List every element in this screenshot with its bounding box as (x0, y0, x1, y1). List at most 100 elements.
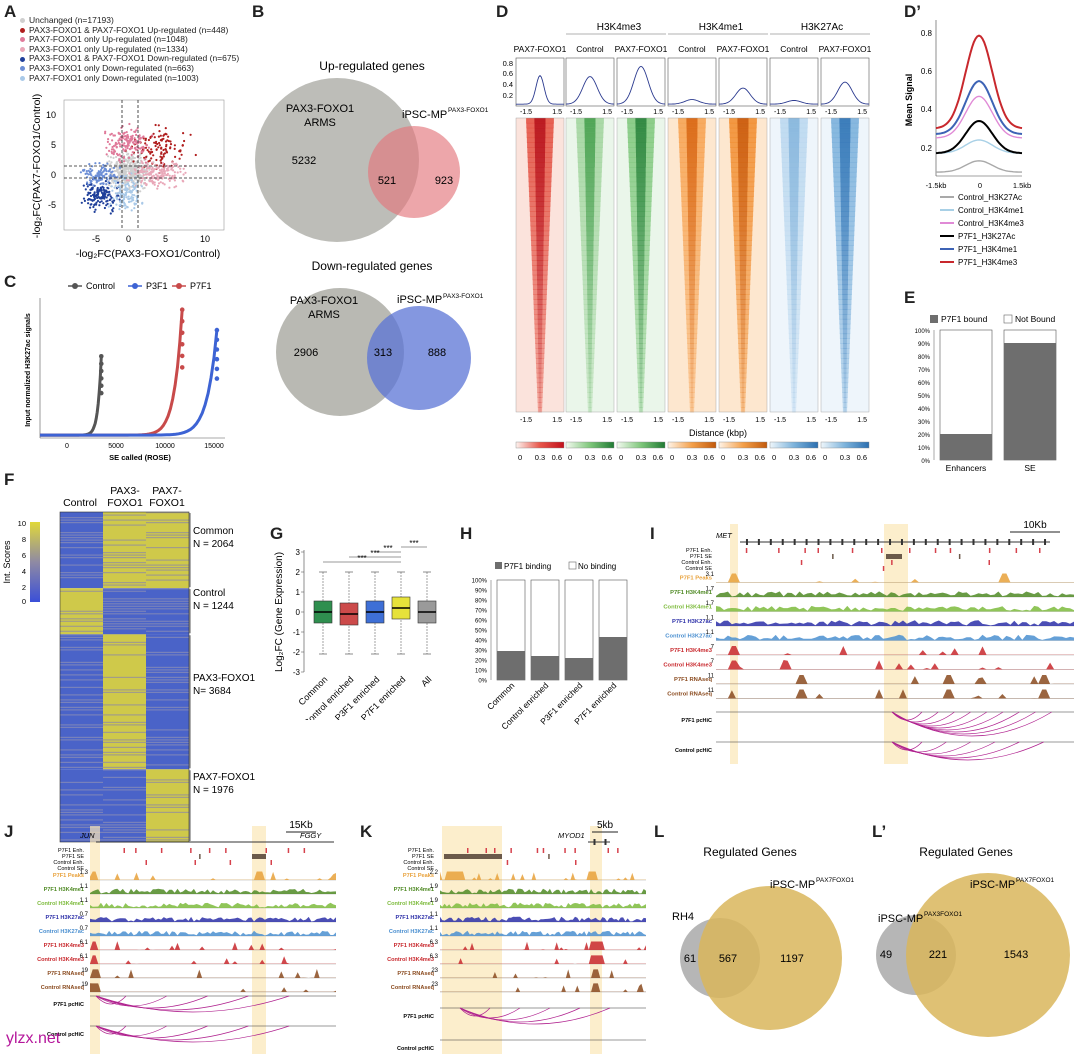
a-scatter-point (110, 185, 113, 188)
d-scale-tick-2: 0.6 (653, 453, 663, 462)
d-heat-core (792, 333, 797, 339)
f-heat-noise (60, 714, 103, 716)
dp-series-curve (935, 95, 1023, 139)
a-legend-text: PAX3-FOXO1 only Up-regulated (n=1334) (29, 43, 188, 54)
a-scatter-point (109, 156, 112, 159)
d-heat-core (741, 363, 745, 369)
panel-d-heatmaps: H3K4me3 H3K4me1 H3K27Ac PAX7-FOXO1-1.5 1.… (503, 22, 872, 462)
a-scatter-point (159, 155, 162, 158)
legend-dot-icon (20, 47, 25, 53)
a-scatter-point (141, 166, 144, 169)
d-heat-core (538, 377, 542, 384)
d-heat-core (742, 407, 744, 413)
d-heat-row (688, 377, 696, 384)
d-heat-core (843, 392, 847, 398)
c-xlabel: SE called (ROSE) (109, 453, 171, 462)
d-heat-core (841, 250, 849, 256)
d-heat-core (690, 338, 694, 344)
f-heat-noise (60, 679, 103, 681)
gene-exon (877, 539, 880, 545)
a-scatter-point (106, 140, 109, 143)
a-scatter-point (156, 184, 160, 188)
a-scatter-point (98, 197, 101, 200)
g-ytick: 1 (296, 588, 301, 597)
track-label: Control RNAseq (667, 692, 712, 698)
d-heat-core (738, 167, 748, 173)
f-heat-noise (146, 689, 189, 691)
scale-label: 15Kb (289, 820, 313, 831)
hic-arc (95, 995, 208, 1009)
annot-mark (510, 848, 512, 853)
d-heat-core (586, 216, 594, 222)
d-heat-core (842, 294, 848, 300)
l-big-sup: PAX7FOXO1 (816, 877, 855, 884)
d-heat-core (538, 343, 542, 349)
d-heat-core (584, 142, 596, 148)
a-scatter-point (115, 155, 118, 159)
highlight-region (90, 826, 100, 1054)
panel-label-i: I (650, 524, 655, 543)
d-heat-core (792, 353, 796, 359)
f-heat-block (60, 512, 103, 589)
d-heat-row (533, 289, 547, 295)
a-scatter-point (155, 148, 158, 151)
f-heat-noise (146, 605, 189, 607)
d-heat-row (736, 299, 750, 305)
a-scatter-point (98, 204, 101, 207)
panel-l-venn: Regulated Genes iPSC-MP PAX7FOXO1 RH4 61… (672, 845, 855, 1030)
d-heat-row (788, 318, 800, 325)
a-scatter-point (126, 206, 129, 209)
a-scatter-point (155, 158, 158, 162)
a-scatter-point (113, 173, 116, 176)
d-heat-row (634, 299, 648, 305)
d-xtick-right: 1.5 (755, 109, 765, 116)
d-scale-bar (718, 441, 768, 449)
a-scatter-point (126, 153, 129, 156)
a-scatter-point (141, 161, 144, 165)
track-label: P7F1 RNAseq (674, 677, 712, 683)
hic-label: P7F1 pcHiC (403, 1014, 434, 1020)
panel-label-d: D (496, 2, 509, 21)
track-label: P7F1 RNAseq (397, 971, 434, 977)
d-heat-core (585, 191, 595, 197)
highlight-region (884, 524, 908, 764)
d-heat-core (790, 250, 798, 256)
a-scatter-point (128, 172, 131, 175)
a-scatter-point (112, 156, 115, 159)
annot-mark (485, 848, 487, 853)
f-heat-noise (103, 831, 146, 833)
d-heat-core (841, 211, 850, 217)
d-heat-core (639, 367, 643, 374)
d-heat-core (842, 304, 848, 310)
f-heat-noise (60, 736, 103, 738)
a-scatter-point (130, 128, 133, 131)
a-scatter-point (100, 187, 103, 191)
annot-label: Control SE (57, 866, 84, 872)
f-heat-noise (103, 839, 146, 841)
a-scatter-point (167, 135, 170, 138)
a-scatter-point (89, 172, 92, 175)
d-scale-tick-1: 0.3 (535, 453, 545, 462)
legend-dot-icon (20, 37, 25, 43)
a-scatter-point (119, 133, 122, 136)
f-heat-noise (60, 564, 103, 566)
annot-mark (160, 848, 163, 853)
c-series-p3f1 (40, 329, 219, 437)
d-heat-core (686, 142, 698, 148)
gene-exon (948, 539, 951, 545)
d-heat-core (688, 230, 696, 237)
a-scatter-point (87, 169, 90, 172)
a-scatter-point (163, 152, 167, 155)
c-outlier-point (179, 307, 185, 312)
f-heat-noise (103, 524, 146, 526)
a-scatter-point (88, 163, 91, 166)
d-heat-row (689, 407, 695, 413)
a-scatter-point (82, 184, 85, 187)
a-scatter-point (94, 162, 97, 165)
a-ytick-2: 0 (51, 170, 56, 180)
d-heat-row (734, 245, 752, 251)
f-heat-noise (60, 590, 103, 592)
d-heat-row (791, 407, 797, 413)
track-max: 1.3 (80, 870, 89, 876)
a-scatter-point (169, 143, 173, 146)
